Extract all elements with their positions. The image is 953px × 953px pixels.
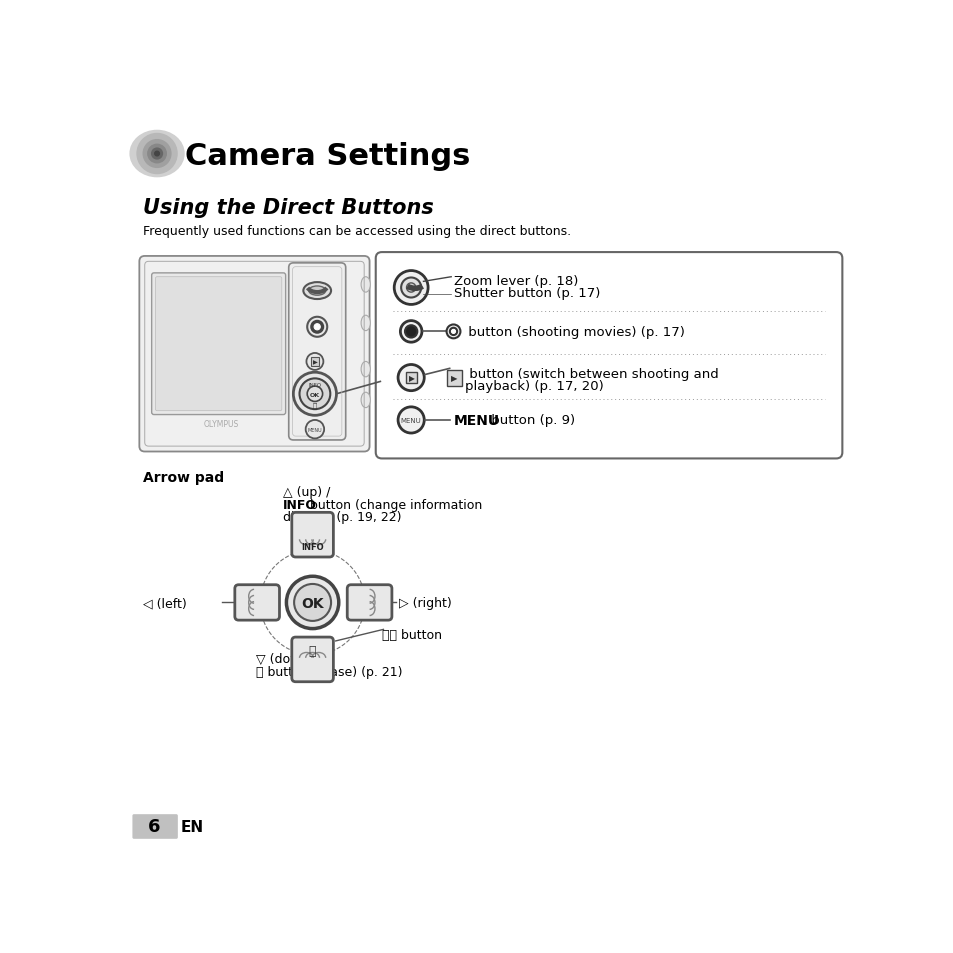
Text: OLYMPUS: OLYMPUS xyxy=(204,419,239,428)
Text: 6: 6 xyxy=(148,818,160,836)
Circle shape xyxy=(148,145,166,164)
Text: MENU: MENU xyxy=(400,417,421,424)
Text: INFO: INFO xyxy=(308,382,321,388)
Circle shape xyxy=(154,152,159,156)
Circle shape xyxy=(294,584,331,621)
Text: OK: OK xyxy=(310,393,319,397)
Text: ▷ (right): ▷ (right) xyxy=(398,597,451,609)
FancyBboxPatch shape xyxy=(292,638,333,682)
Text: ⓈⓆ button: ⓈⓆ button xyxy=(381,628,441,641)
Circle shape xyxy=(397,408,424,434)
Text: MENU: MENU xyxy=(453,414,499,428)
Text: ▽ (down) /: ▽ (down) / xyxy=(256,653,321,666)
Circle shape xyxy=(400,278,420,298)
Text: display) (p. 19, 22): display) (p. 19, 22) xyxy=(283,511,401,523)
Text: playback) (p. 17, 20): playback) (p. 17, 20) xyxy=(464,379,603,393)
Text: 🗑: 🗑 xyxy=(309,645,316,658)
Text: Frequently used functions can be accessed using the direct buttons.: Frequently used functions can be accesse… xyxy=(143,224,571,237)
Circle shape xyxy=(299,379,330,410)
FancyBboxPatch shape xyxy=(292,513,333,558)
Circle shape xyxy=(394,272,428,305)
Ellipse shape xyxy=(361,277,370,293)
Circle shape xyxy=(307,317,327,337)
Text: EN: EN xyxy=(180,820,203,834)
Circle shape xyxy=(314,324,320,331)
FancyBboxPatch shape xyxy=(347,585,392,620)
Circle shape xyxy=(137,134,177,174)
Ellipse shape xyxy=(130,132,184,177)
Text: button (change information: button (change information xyxy=(306,498,482,511)
FancyBboxPatch shape xyxy=(375,253,841,459)
Text: button (p. 9): button (p. 9) xyxy=(487,414,575,427)
Text: INFO: INFO xyxy=(301,543,324,552)
Text: ▶: ▶ xyxy=(451,374,457,383)
FancyBboxPatch shape xyxy=(447,370,461,386)
FancyBboxPatch shape xyxy=(289,264,345,440)
Text: Zoom lever (p. 18): Zoom lever (p. 18) xyxy=(454,274,578,288)
Text: Camera Settings: Camera Settings xyxy=(185,141,470,171)
FancyBboxPatch shape xyxy=(311,357,319,366)
Ellipse shape xyxy=(361,393,370,408)
FancyBboxPatch shape xyxy=(139,256,369,452)
Text: ◁ (left): ◁ (left) xyxy=(143,597,187,609)
Circle shape xyxy=(397,365,424,392)
Text: Using the Direct Buttons: Using the Direct Buttons xyxy=(143,197,434,217)
Circle shape xyxy=(305,420,324,439)
Text: ⒱ button (erase) (p. 21): ⒱ button (erase) (p. 21) xyxy=(256,665,402,679)
Text: Arrow pad: Arrow pad xyxy=(143,471,224,484)
Circle shape xyxy=(446,325,460,339)
FancyBboxPatch shape xyxy=(155,277,281,412)
Circle shape xyxy=(405,326,416,338)
Ellipse shape xyxy=(309,287,325,295)
Circle shape xyxy=(306,354,323,371)
Text: △ (up) /: △ (up) / xyxy=(283,486,331,498)
Circle shape xyxy=(400,321,421,343)
Text: ▶: ▶ xyxy=(313,360,317,365)
Ellipse shape xyxy=(303,283,331,300)
Circle shape xyxy=(143,140,171,168)
Circle shape xyxy=(449,328,456,335)
Circle shape xyxy=(406,284,416,293)
Text: ▶: ▶ xyxy=(408,375,414,383)
FancyBboxPatch shape xyxy=(152,274,285,416)
Circle shape xyxy=(311,321,323,334)
Circle shape xyxy=(451,330,455,334)
Circle shape xyxy=(293,373,336,416)
FancyBboxPatch shape xyxy=(132,814,177,839)
Ellipse shape xyxy=(361,362,370,377)
Text: button (switch between shooting and: button (switch between shooting and xyxy=(464,368,718,380)
Text: OK: OK xyxy=(301,597,324,611)
FancyBboxPatch shape xyxy=(405,373,416,383)
FancyBboxPatch shape xyxy=(234,585,279,620)
Text: Shutter button (p. 17): Shutter button (p. 17) xyxy=(454,287,600,299)
Circle shape xyxy=(286,577,338,629)
Text: MENU: MENU xyxy=(307,428,322,433)
Circle shape xyxy=(152,149,162,160)
Circle shape xyxy=(307,387,322,402)
Text: INFO: INFO xyxy=(283,498,317,511)
Text: 🗑: 🗑 xyxy=(313,402,316,409)
Ellipse shape xyxy=(361,315,370,332)
Text: button (shooting movies) (p. 17): button (shooting movies) (p. 17) xyxy=(464,326,684,338)
